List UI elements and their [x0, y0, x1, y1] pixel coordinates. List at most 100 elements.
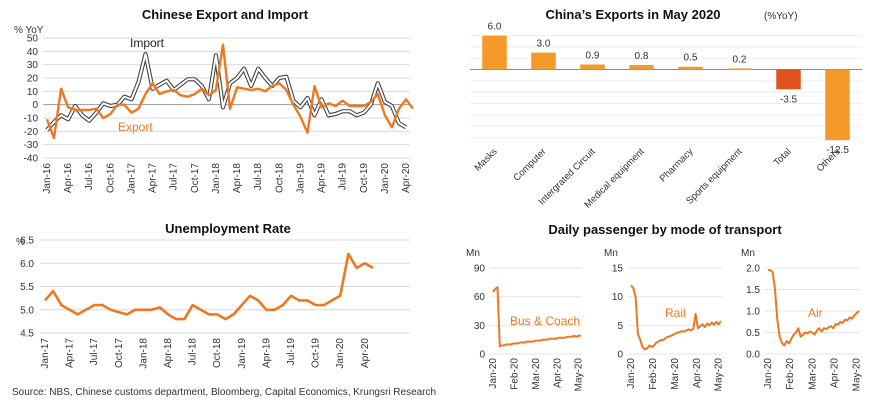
passenger-y-tick-label: 1.0 — [746, 307, 760, 318]
trade-x-tick-label: Oct-16 — [105, 163, 116, 193]
bar-value-label: -3.5 — [780, 94, 798, 105]
passenger-y-tick-label: 2.0 — [746, 264, 760, 275]
unemp-x-tick-label: Jul-18 — [188, 338, 199, 366]
trade-y-tick-label: -20 — [24, 127, 39, 138]
passenger-title: Daily passenger by mode of transport — [548, 222, 782, 237]
passenger-y-tick-label: 90 — [474, 264, 486, 275]
unemp-x-tick-label: Apr-19 — [261, 338, 272, 368]
unemp-x-tick-label: Oct-17 — [114, 338, 125, 368]
trade-y-tick-label: 50 — [27, 34, 39, 45]
unemp-x-tick-label: Apr-20 — [360, 338, 371, 368]
trade-y-tick-label: 30 — [27, 60, 39, 71]
unemp-x-tick-label: Apr-17 — [65, 338, 76, 368]
trade-y-tick-label: 40 — [27, 47, 39, 58]
passenger-y-tick-label: 1.5 — [746, 285, 760, 296]
bar-4 — [678, 66, 703, 70]
bar-value-label: 3.0 — [537, 39, 551, 50]
trade-y-tick-label: -30 — [24, 140, 39, 151]
passenger-y-tick-label: 30 — [474, 321, 486, 332]
trade-x-tick-label: Jul-19 — [338, 163, 349, 191]
unemp-x-tick-label: Jan-17 — [40, 338, 51, 369]
trade-x-tick-label: Jan-17 — [126, 163, 137, 194]
unemployment-title: Unemployment Rate — [165, 221, 291, 236]
trade-x-tick-label: Oct-18 — [274, 163, 285, 193]
passenger-y-tick-label: 60 — [474, 292, 486, 303]
bar-value-label: 0.9 — [586, 50, 600, 61]
passenger-x-tick-label: May-20 — [574, 358, 585, 392]
trade-x-tick-label: Jul-16 — [84, 163, 95, 191]
trade-y-tick-label: -40 — [24, 154, 39, 165]
bar-2 — [580, 64, 605, 70]
passenger-x-tick-label: Feb-20 — [648, 358, 659, 390]
trade-x-tick-label: Jan-20 — [380, 163, 391, 194]
passenger-line — [630, 284, 722, 351]
passenger-x-tick-label: Mar-20 — [531, 358, 542, 390]
bar-6 — [776, 69, 801, 90]
unemployment-chart: Unemployment Rate % 6.5 6.0 5.5 5.0 4.5 Jan-… — [16, 221, 410, 369]
bar-7 — [825, 69, 850, 141]
unemp-y-tick-label: 6.5 — [20, 236, 34, 247]
exports-may-unit: (%YoY) — [764, 11, 798, 22]
import-series-line-inner — [46, 53, 407, 131]
passenger-unit-label: Mn — [741, 248, 755, 259]
trade-x-tick-label: Jul-18 — [253, 163, 264, 191]
source-note: Source: NBS, Chinese customs department,… — [12, 387, 437, 398]
passenger-y-tick-label: 5 — [617, 321, 623, 332]
unemp-x-tick-label: Jan-20 — [335, 338, 346, 369]
bar-value-label: 0.2 — [733, 54, 747, 65]
passenger-x-tick-label: Mar-20 — [807, 358, 818, 390]
unemp-y-tick-label: 5.0 — [20, 305, 34, 316]
bar-0 — [482, 35, 507, 70]
passenger-y-tick-label: 10 — [612, 292, 624, 303]
trade-y-tick-label: 10 — [27, 87, 39, 98]
trade-chart: Chinese Export and Import % YoY 50 40 30 20… — [14, 7, 414, 194]
passenger-series-label: Bus & Coach — [510, 314, 580, 328]
exports-may-title: China’s Exports in May 2020 — [545, 7, 720, 22]
passenger-x-tick-label: Jan-20 — [488, 358, 499, 389]
bar-value-label: 0.8 — [635, 51, 649, 62]
export-series-label: Export — [118, 120, 153, 134]
export-series-line — [45, 43, 414, 140]
passenger-x-tick-label: Jan-20 — [763, 358, 774, 389]
unemp-x-tick-label: Oct-19 — [311, 338, 322, 368]
passenger-y-tick-label: 0.0 — [746, 350, 760, 361]
trade-x-tick-label: Apr-20 — [401, 163, 412, 193]
bar-value-label: 6.0 — [488, 22, 502, 33]
bar-category-label: Total — [772, 146, 794, 168]
passenger-unit-label: Mn — [466, 248, 480, 259]
trade-x-tick-label: Apr-17 — [148, 163, 159, 193]
unemployment-unit: % — [16, 237, 25, 248]
bar-value-label: -12.5 — [826, 145, 849, 156]
bar-value-label: 0.5 — [684, 53, 698, 64]
unemp-x-tick-label: Apr-18 — [163, 338, 174, 368]
passenger-series-label: Rail — [665, 306, 686, 320]
passenger-x-tick-label: Apr-20 — [692, 358, 703, 388]
trade-x-tick-label: Apr-16 — [63, 163, 74, 193]
unemp-x-tick-label: Jul-17 — [89, 338, 100, 366]
passenger-y-tick-label: 0 — [617, 350, 623, 361]
import-series-label: Import — [130, 36, 165, 50]
passenger-x-tick-label: Jan-20 — [626, 358, 637, 389]
passenger-series-label: Air — [808, 306, 823, 320]
bar-category-label: Pharmacy — [658, 146, 696, 184]
passenger-y-tick-label: 0.5 — [746, 328, 760, 339]
trade-x-tick-label: Apr-18 — [232, 163, 243, 193]
unemployment-line — [44, 252, 374, 321]
trade-x-tick-label: Jul-17 — [169, 163, 180, 191]
trade-y-tick-label: -10 — [24, 114, 39, 125]
trade-unit-label: % YoY — [14, 25, 44, 36]
passenger-x-tick-label: Apr-20 — [552, 358, 563, 388]
passenger-y-tick-label: 15 — [612, 264, 624, 275]
exports-may-chart: China’s Exports in May 2020 (%YoY) 6.0 3.… — [470, 7, 862, 211]
unemp-y-tick-label: 5.5 — [20, 282, 34, 293]
passenger-x-tick-label: Feb-20 — [509, 358, 520, 390]
trade-x-tick-label: Jan-16 — [42, 163, 53, 194]
passenger-chart: Daily passenger by mode of transport Mn 9… — [466, 222, 863, 391]
bar-3 — [629, 65, 654, 70]
passenger-line — [492, 286, 581, 348]
unemp-y-tick-label: 6.0 — [20, 259, 34, 270]
trade-x-tick-label: Oct-19 — [359, 163, 370, 193]
